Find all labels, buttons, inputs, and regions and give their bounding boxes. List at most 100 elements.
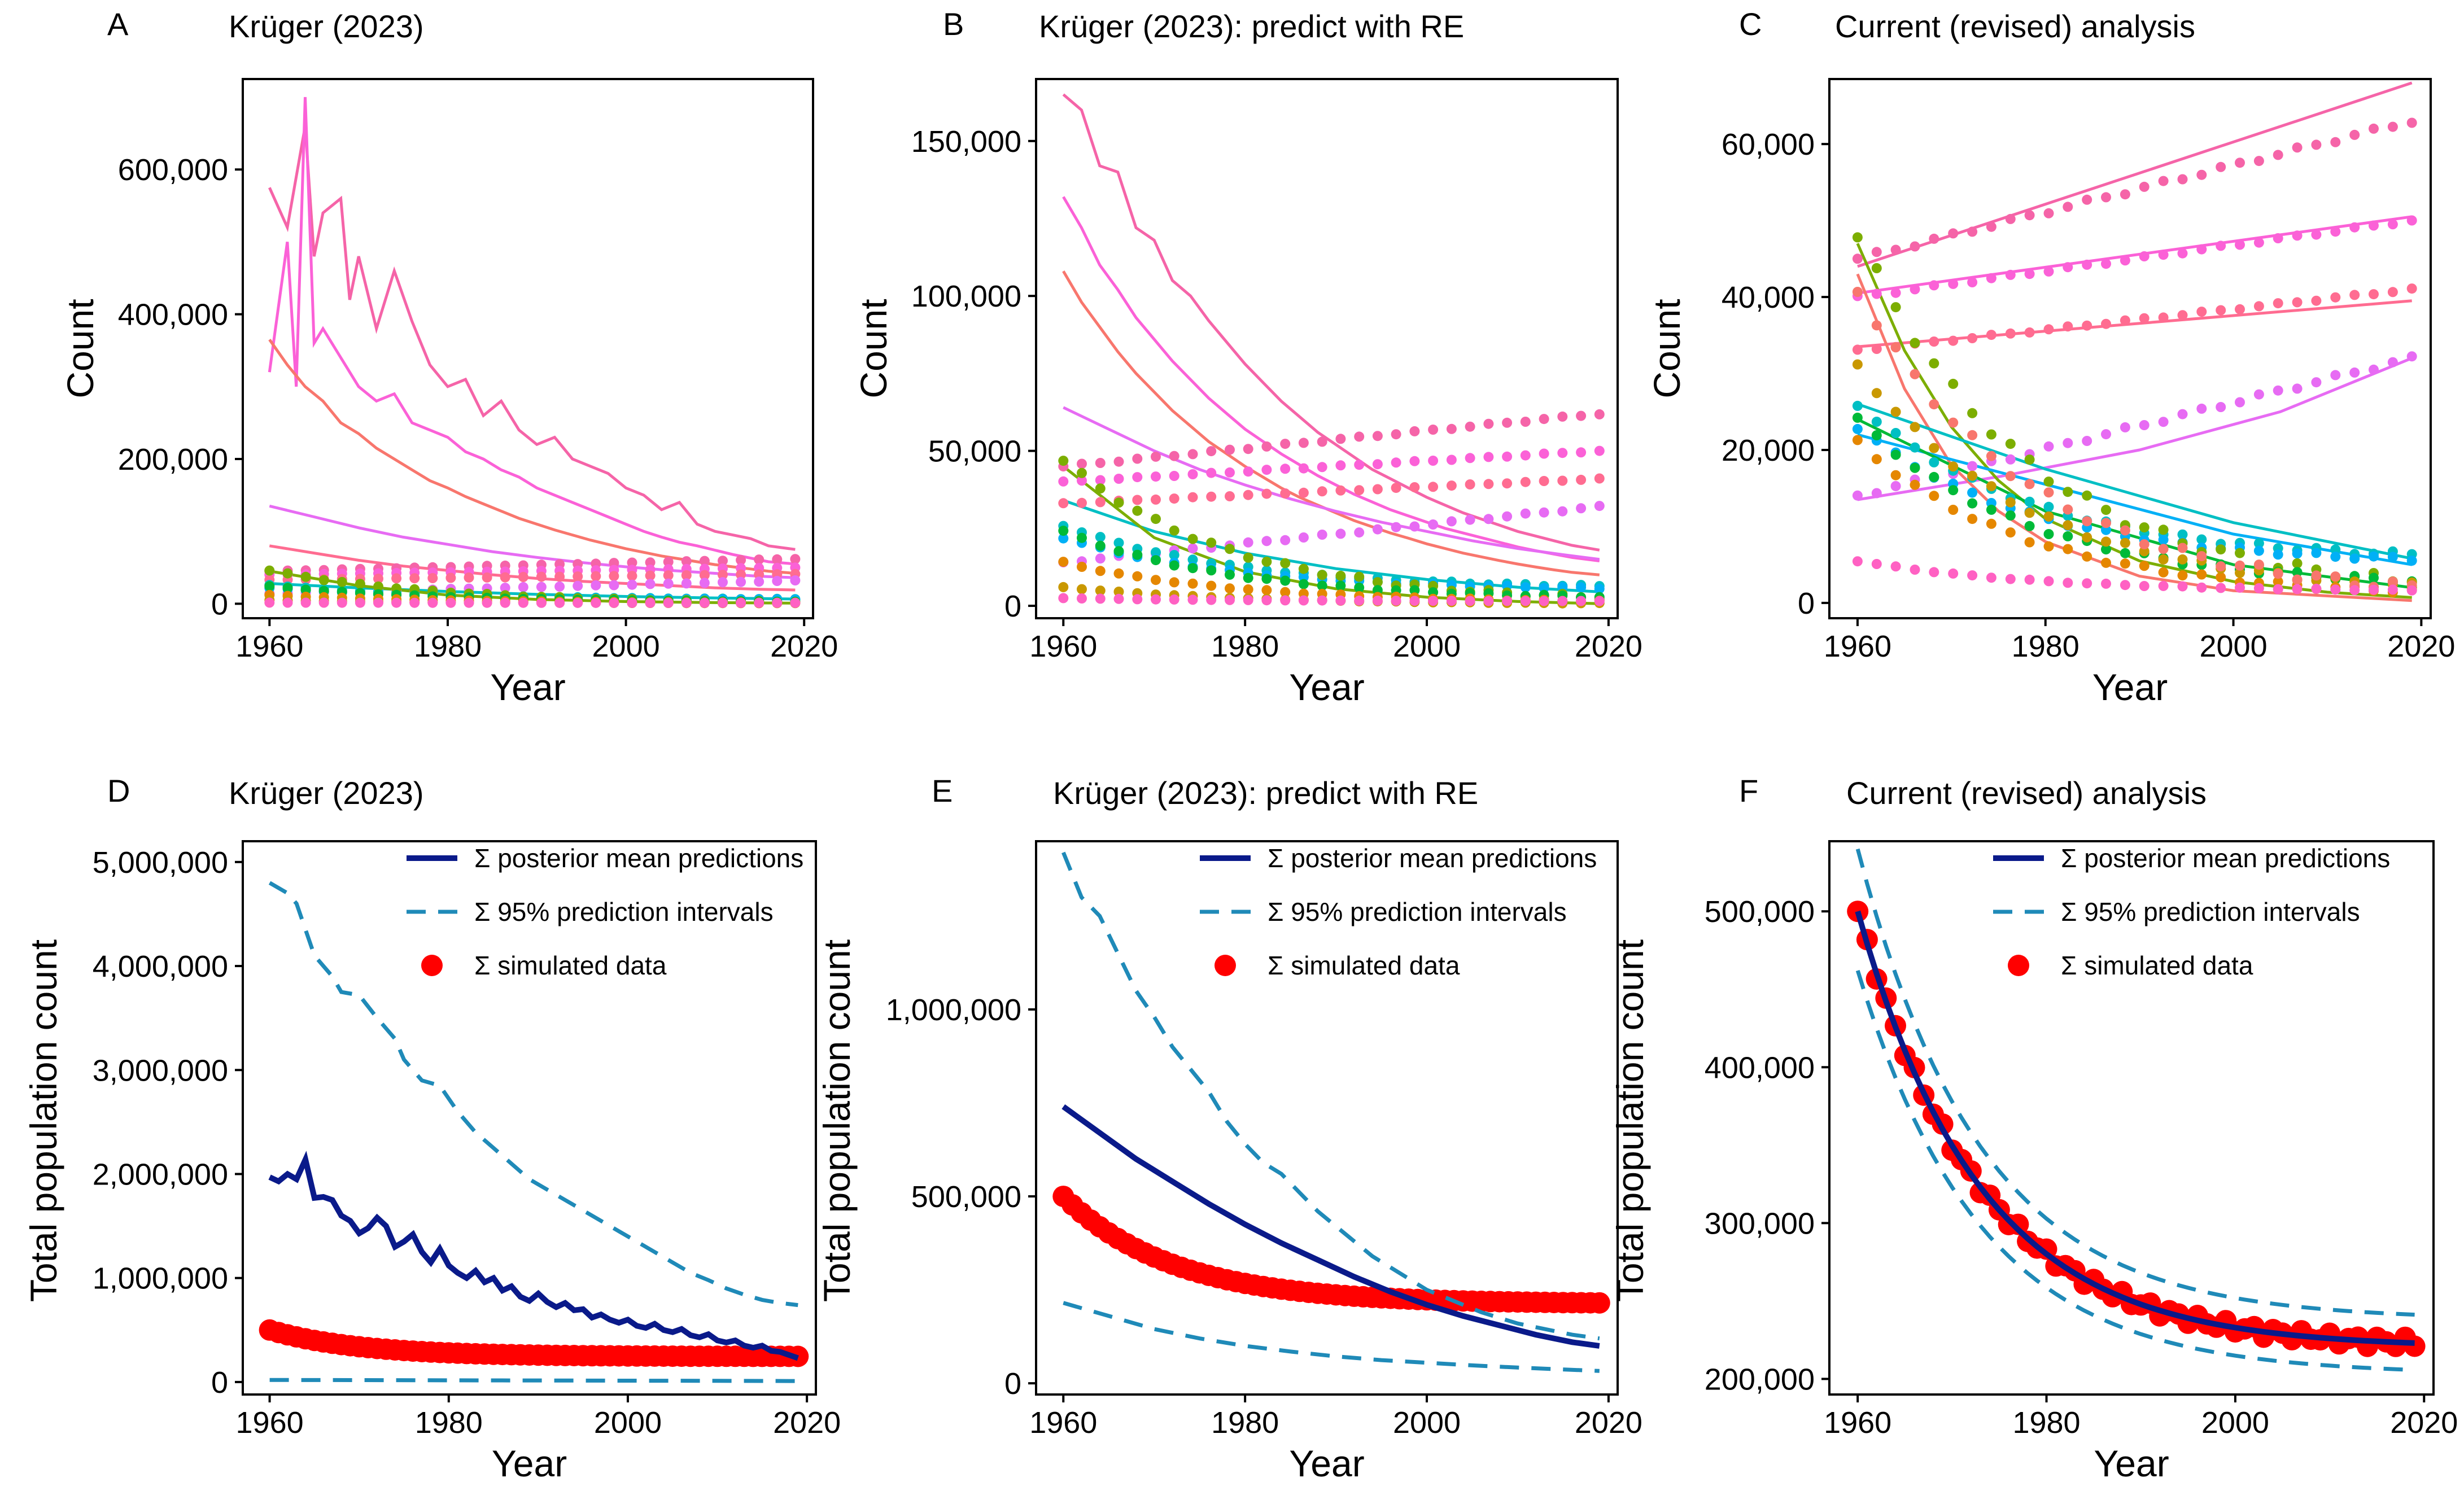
data-point [409, 573, 420, 584]
series-points-3 [1058, 473, 1605, 509]
data-point [573, 597, 583, 608]
data-point [1372, 459, 1383, 470]
data-point [1967, 277, 1978, 287]
data-point [427, 573, 438, 583]
data-point [2024, 574, 2035, 585]
data-point [300, 584, 311, 595]
data-point [1206, 467, 1217, 478]
x-axis-title: Year [1289, 666, 1364, 708]
data-point [1594, 501, 1605, 512]
data-point [282, 597, 293, 608]
panel-letter: E [932, 773, 953, 808]
y-axis-title: Total population count [1609, 939, 1651, 1302]
data-point [1132, 571, 1143, 582]
data-point [1929, 443, 1939, 453]
data-point [1095, 497, 1106, 508]
data-point [1409, 596, 1420, 606]
x-tick-label: 1960 [1824, 630, 1891, 663]
series-line-2 [1857, 215, 2413, 295]
data-point [1058, 456, 1069, 466]
data-point [2253, 559, 2264, 570]
legend: Σ posterior mean predictions Σ 95% predic… [1993, 843, 2390, 980]
data-point [645, 570, 656, 581]
series-line-3 [268, 339, 796, 575]
data-point [754, 554, 764, 565]
data-point [627, 579, 637, 590]
data-point [1409, 456, 1420, 466]
data-point [2311, 139, 2322, 150]
data-point [1483, 514, 1494, 524]
data-point [609, 558, 619, 569]
data-point [391, 573, 402, 584]
data-point [718, 577, 728, 588]
data-point [536, 582, 547, 592]
data-point [2063, 504, 2073, 515]
legend: Σ posterior mean predictions Σ 95% predic… [407, 843, 803, 980]
data-point [318, 597, 329, 608]
data-point [2216, 544, 2226, 555]
data-point [2292, 548, 2303, 559]
data-point [2005, 497, 2016, 508]
data-point [2311, 377, 2322, 388]
data-point [1890, 244, 1901, 255]
data-point [1243, 572, 1253, 583]
data-point [1391, 596, 1401, 606]
data-point [445, 597, 456, 608]
data-point [2177, 529, 2188, 540]
data-point [1372, 595, 1383, 606]
data-point [2349, 222, 2360, 233]
data-point [591, 597, 601, 608]
series-line-1 [268, 125, 796, 551]
data-point [2139, 561, 2150, 571]
series-line-4 [1857, 357, 2413, 501]
data-point [1852, 412, 1863, 423]
data-point [1967, 408, 1978, 418]
data-point [2043, 576, 2054, 587]
data-point [2101, 578, 2111, 589]
data-point [1113, 593, 1124, 604]
y-tick-label: 0 [1004, 589, 1021, 623]
y-tick-label: 1,000,000 [93, 1262, 228, 1296]
data-point [1335, 595, 1346, 606]
x-tick-label: 1980 [1211, 1406, 1279, 1440]
data-point [2349, 367, 2360, 378]
data-point [1409, 521, 1420, 532]
data-point [1929, 336, 1939, 347]
data-point [1520, 417, 1531, 427]
data-point [1539, 414, 1549, 425]
data-point [2024, 479, 2035, 489]
data-point [2177, 570, 2188, 581]
panel-e: E Krüger (2023): predict with RE Σ posteri… [816, 773, 1642, 1484]
data-point [1261, 441, 1272, 452]
data-point [1113, 497, 1124, 508]
data-point [2043, 208, 2054, 218]
data-point [772, 554, 783, 565]
panel-title: Current (revised) analysis [1846, 775, 2207, 811]
x-tick-label: 1980 [2012, 630, 2079, 663]
data-point [1095, 458, 1106, 468]
data-point [2063, 520, 2073, 531]
plot-area [1847, 848, 2426, 1372]
data-point [699, 578, 710, 588]
data-point [1986, 429, 1996, 440]
y-tick-label: 400,000 [1705, 1051, 1815, 1085]
y-tick-label: 600,000 [118, 153, 228, 187]
data-point [1929, 399, 1939, 410]
data-point [2158, 567, 2169, 578]
data-point [2406, 556, 2417, 566]
y-tick-label: 4,000,000 [93, 950, 228, 983]
data-point [1206, 580, 1217, 591]
data-point [1929, 491, 1939, 501]
data-point [2139, 546, 2150, 557]
data-point [591, 580, 601, 591]
data-point [1280, 535, 1291, 545]
data-point [699, 597, 710, 608]
data-point [1852, 287, 1863, 297]
data-point [2101, 429, 2111, 440]
pi-upper-line [268, 881, 798, 1308]
y-tick-label: 5,000,000 [93, 846, 228, 880]
simulated-point [1588, 1292, 1610, 1314]
data-point [2369, 551, 2379, 562]
data-point [2235, 397, 2245, 408]
data-point [1852, 423, 1863, 434]
